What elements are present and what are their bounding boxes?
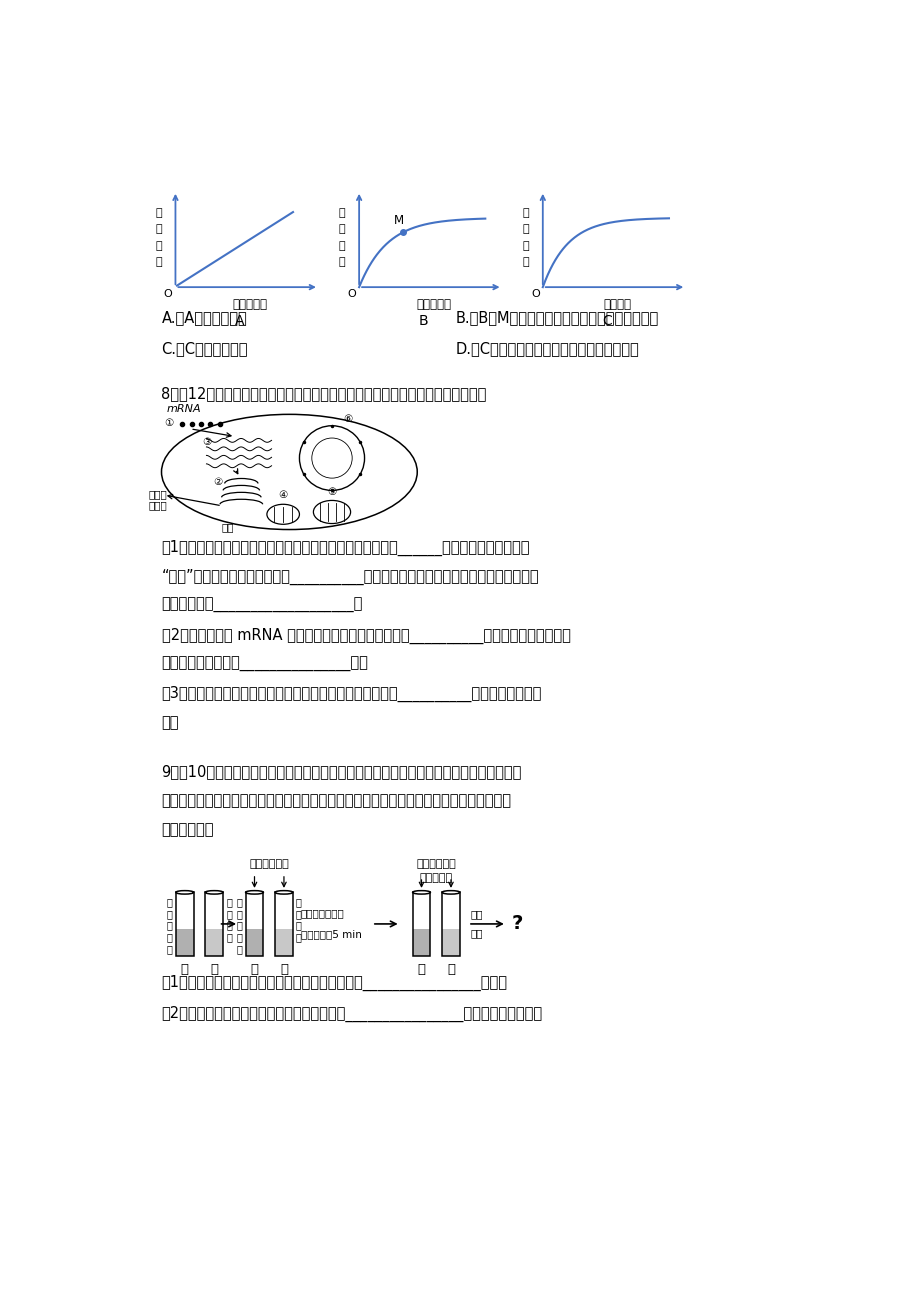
Text: 率: 率 (155, 256, 162, 267)
Text: 输: 输 (155, 224, 162, 234)
Text: A: A (235, 314, 244, 328)
Text: A.图A表示自由扩散: A.图A表示自由扩散 (162, 310, 247, 326)
Bar (176, 930, 194, 956)
Bar (205, 930, 223, 956)
Text: D.图C中曲线起点的运输速率与无氧呼吸有关: D.图C中曲线起点的运输速率与无氧呼吸有关 (456, 341, 639, 355)
Bar (275, 930, 292, 956)
Text: 用。: 用。 (162, 715, 179, 730)
Text: 物质浓度差: 物质浓度差 (415, 298, 450, 311)
Text: ①: ① (164, 418, 173, 427)
Bar (176, 892, 194, 956)
Text: 运: 运 (155, 208, 162, 219)
Text: 运: 运 (338, 208, 345, 219)
Text: C.图C表示主动运输: C.图C表示主动运输 (162, 341, 248, 355)
Ellipse shape (205, 891, 223, 894)
Text: 速: 速 (338, 241, 345, 250)
Text: 速: 速 (522, 241, 528, 250)
Text: 的斐林试剂: 的斐林试剂 (419, 874, 452, 883)
Text: 加热: 加热 (470, 928, 482, 939)
Text: 膜等共同构成___________________。: 膜等共同构成___________________。 (162, 598, 362, 613)
Text: 促使葡萄糖分解的酶，有人认为是一种能促使蔗糖分解的酶。对此，研究人员设计并做了一: 促使葡萄糖分解的酶，有人认为是一种能促使蔗糖分解的酶。对此，研究人员设计并做了一 (162, 793, 511, 809)
Bar (441, 892, 460, 956)
Text: 水浴: 水浴 (470, 909, 482, 919)
Text: 乙: 乙 (279, 963, 288, 976)
Text: （1）要鉴定此物的化学本质是否是蛋白质，可选用________________试剂。: （1）要鉴定此物的化学本质是否是蛋白质，可选用________________试… (162, 975, 507, 991)
Text: 9、（10分）研究人员从一种野生植物的贮藏根中提取出一种化学物质，有人认为是一种能: 9、（10分）研究人员从一种野生植物的贮藏根中提取出一种化学物质，有人认为是一种… (162, 764, 521, 779)
Text: （1）若该细胞为人的浆细胞，细胞内抗体蛋白合成的场所是______（填序号），可以通过: （1）若该细胞为人的浆细胞，细胞内抗体蛋白合成的场所是______（填序号），可… (162, 540, 529, 556)
Text: 乙: 乙 (210, 963, 218, 976)
Text: B.图B中M点之后运输速率的限制因素一定是能量: B.图B中M点之后运输速率的限制因素一定是能量 (456, 310, 659, 326)
Bar (245, 892, 263, 956)
Text: ⑥: ⑥ (344, 414, 353, 424)
Text: mRNA: mRNA (166, 404, 201, 414)
Ellipse shape (441, 891, 460, 894)
Text: （3）若合成的蛋白质为丙酮酸脱氢酶，推测该酶将被转运到__________（填序号）发挥作: （3）若合成的蛋白质为丙酮酸脱氢酶，推测该酶将被转运到__________（填序… (162, 686, 541, 702)
Ellipse shape (275, 891, 292, 894)
Text: 甲: 甲 (180, 963, 188, 976)
Bar (412, 930, 430, 956)
Text: ?: ? (511, 914, 522, 934)
Text: 些相关实验。: 些相关实验。 (162, 823, 214, 837)
Text: （2）转录产生的 mRNA 经一系列加工后穿过细胞核上的__________转运到细胞质中，该结: （2）转录产生的 mRNA 经一系列加工后穿过细胞核上的__________转运… (162, 628, 570, 643)
Text: 构对转运的物质具有_______________性。: 构对转运的物质具有_______________性。 (162, 656, 368, 672)
Text: “出芽”方式形成囊泡的细胞器有__________（填序号），囊泡膜与细胞膜、细胞器膜和核: “出芽”方式形成囊泡的细胞器有__________（填序号），囊泡膜与细胞膜、细… (162, 569, 539, 585)
Bar (412, 892, 430, 956)
Text: ⑤: ⑤ (327, 487, 336, 496)
Text: ②: ② (213, 478, 222, 487)
Text: 蔗
糖
溶
液: 蔗 糖 溶 液 (226, 897, 232, 943)
Text: 乙: 乙 (447, 963, 455, 976)
Bar (245, 930, 263, 956)
Text: 温度下保温5 min: 温度下保温5 min (301, 930, 361, 939)
Ellipse shape (176, 891, 194, 894)
Text: B: B (418, 314, 428, 328)
Text: （2）由以上实验过程图可知该实验的自变量是________________；该实验利用的是酶: （2）由以上实验过程图可知该实验的自变量是________________；该实… (162, 1005, 542, 1022)
Text: 物质浓度差: 物质浓度差 (233, 298, 267, 311)
Ellipse shape (245, 891, 263, 894)
Text: 等量的现配制: 等量的现配制 (416, 859, 456, 870)
Text: 运: 运 (522, 208, 528, 219)
Text: 率: 率 (338, 256, 345, 267)
Text: 分泌到
细胞外: 分泌到 细胞外 (148, 488, 167, 510)
Text: 速: 速 (155, 241, 162, 250)
Ellipse shape (412, 891, 430, 894)
Bar (441, 930, 460, 956)
Text: O: O (530, 289, 539, 299)
Text: O: O (164, 289, 172, 299)
Text: C: C (602, 314, 611, 328)
Text: 输: 输 (522, 224, 528, 234)
Text: O: O (346, 289, 356, 299)
Text: 等量的该物质: 等量的该物质 (249, 859, 289, 870)
Text: 氧气浓度: 氧气浓度 (603, 298, 630, 311)
Text: 率: 率 (522, 256, 528, 267)
Text: 质膜: 质膜 (221, 522, 233, 533)
Text: 葡
萄
糖
溶
液: 葡 萄 糖 溶 液 (166, 897, 173, 954)
Bar (205, 892, 223, 956)
Text: 甲: 甲 (250, 963, 258, 976)
Text: ③: ③ (201, 436, 210, 447)
Text: 8、（12分）如图为真核细胞结构及细胞内物质转运的示意图。请回答下列问题：: 8、（12分）如图为真核细胞结构及细胞内物质转运的示意图。请回答下列问题： (162, 385, 486, 401)
Text: 输: 输 (338, 224, 345, 234)
Text: 在相同且适宜的: 在相同且适宜的 (301, 909, 344, 918)
Text: 葡
萄
糖
溶
液: 葡 萄 糖 溶 液 (236, 897, 243, 954)
Text: M: M (394, 214, 404, 227)
Text: ④: ④ (278, 491, 288, 500)
Text: 甲: 甲 (417, 963, 425, 976)
Bar (275, 892, 292, 956)
Text: 蔗
糖
溶
液: 蔗 糖 溶 液 (296, 897, 301, 943)
